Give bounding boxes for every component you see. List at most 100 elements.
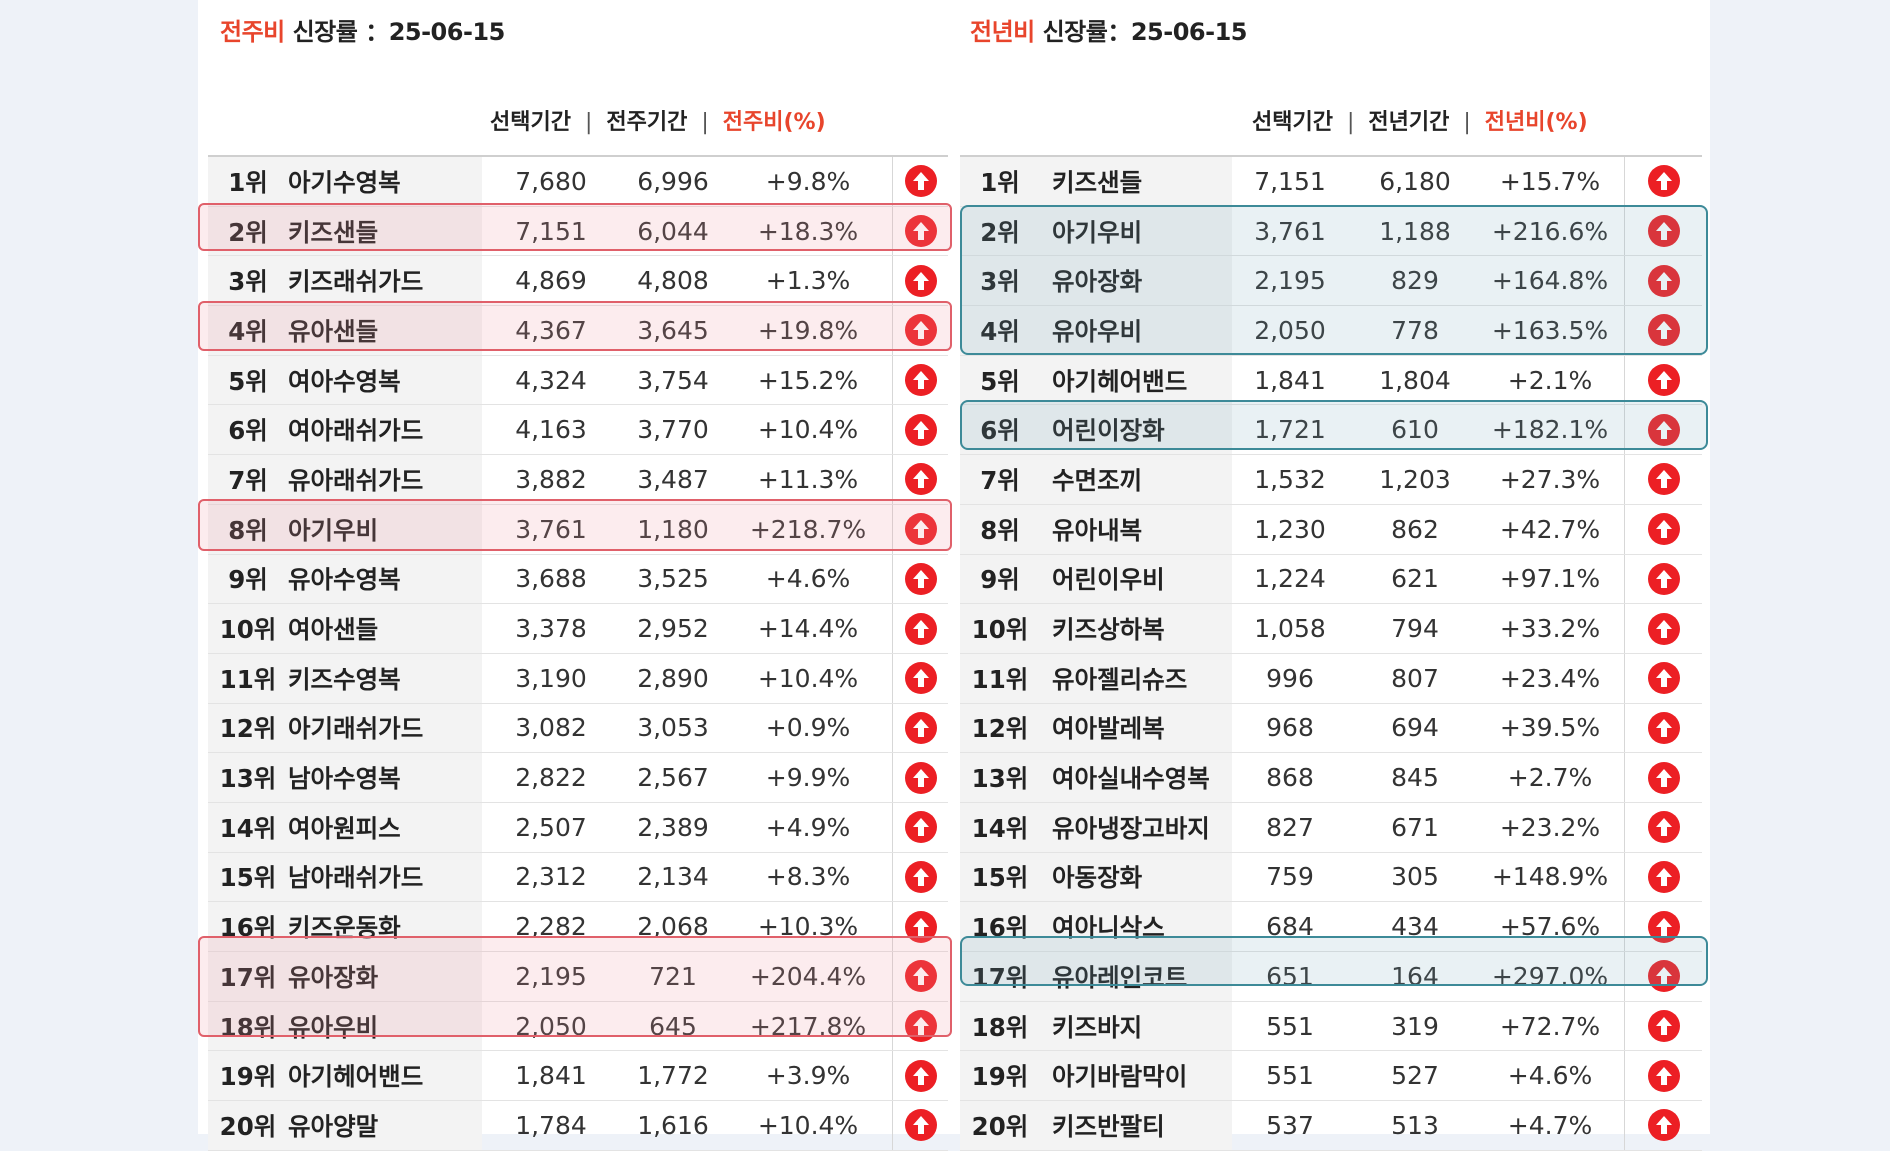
table-row: 15위 아동장화 759 305 +148.9% — [960, 852, 1703, 903]
previous-period-value: 3,053 — [637, 713, 709, 743]
up-arrow-circle-icon[interactable] — [1648, 513, 1680, 546]
rank-cell: 18위 — [219, 1012, 277, 1042]
rank-cell: 19위 — [971, 1062, 1029, 1092]
header-previous-year: 전년기간 — [1368, 110, 1450, 135]
up-arrow-circle-icon[interactable] — [905, 215, 937, 248]
up-arrow-circle-icon[interactable] — [905, 1059, 937, 1092]
rank-cell: 19위 — [219, 1062, 277, 1092]
table-row: 5위 여아수영복 4,324 3,754 +15.2% — [208, 355, 949, 406]
trend-cell — [1624, 1001, 1703, 1051]
up-arrow-circle-icon[interactable] — [905, 612, 937, 645]
previous-period-value: 527 — [1391, 1061, 1439, 1091]
up-arrow-circle-icon[interactable] — [1648, 562, 1680, 595]
keyword-cell: 키즈반팔티 — [1052, 1111, 1165, 1141]
trend-cell — [892, 157, 949, 206]
table-row: 1위 아기수영복 7,680 6,996 +9.8% — [208, 157, 948, 207]
header-previous-period: 전주기간 — [606, 110, 688, 135]
up-arrow-circle-icon[interactable] — [905, 513, 937, 546]
trend-cell — [892, 852, 949, 902]
previous-period-value: 671 — [1391, 812, 1439, 842]
previous-period-value: 319 — [1391, 1011, 1439, 1041]
trend-cell — [892, 355, 949, 405]
up-arrow-circle-icon[interactable] — [1648, 761, 1680, 794]
trend-cell — [1624, 852, 1703, 902]
table-row: 3위 유아장화 2,195 829 +164.8% — [960, 256, 1702, 307]
trend-cell — [1624, 1051, 1703, 1101]
row-label-background — [208, 306, 482, 355]
keyword-cell: 여아원피스 — [288, 813, 401, 843]
rank-cell: 3위 — [980, 267, 1020, 297]
up-arrow-circle-icon[interactable] — [905, 662, 937, 695]
up-arrow-circle-icon[interactable] — [905, 1109, 937, 1142]
rank-cell: 8위 — [980, 515, 1020, 545]
previous-period-value: 1,180 — [637, 514, 709, 544]
previous-period-value: 1,772 — [637, 1061, 709, 1091]
up-arrow-circle-icon[interactable] — [1648, 711, 1680, 744]
up-arrow-circle-icon[interactable] — [1648, 264, 1680, 297]
title-rest: 신장률：25-06-15 — [1034, 18, 1248, 46]
row-label-background — [208, 455, 482, 504]
keyword-cell: 키즈샌들 — [288, 217, 379, 247]
yearly-growth-title: 전년비 신장률：25-06-15 — [970, 12, 1247, 47]
up-arrow-circle-icon[interactable] — [905, 165, 937, 198]
up-arrow-circle-icon[interactable] — [1648, 165, 1680, 198]
keyword-cell: 유아내복 — [1052, 515, 1143, 545]
growth-rate-value: +1.3% — [765, 266, 851, 296]
keyword-cell: 여아샌들 — [288, 615, 379, 645]
trend-cell — [892, 902, 949, 951]
up-arrow-circle-icon[interactable] — [1648, 860, 1680, 893]
up-arrow-circle-icon[interactable] — [905, 960, 937, 993]
growth-rate-value: +11.3% — [757, 464, 859, 494]
trend-cell — [892, 952, 949, 1001]
rank-cell: 15위 — [971, 863, 1029, 893]
table-row: 6위 어린이장화 1,721 610 +182.1% — [960, 405, 1702, 456]
up-arrow-circle-icon[interactable] — [905, 910, 937, 943]
up-arrow-circle-icon[interactable] — [905, 1010, 937, 1043]
up-arrow-circle-icon[interactable] — [905, 463, 937, 496]
rank-cell: 2위 — [980, 217, 1020, 247]
up-arrow-circle-icon[interactable] — [905, 860, 937, 893]
selected-period-value: 3,378 — [515, 614, 587, 644]
growth-rate-value: +8.3% — [765, 862, 851, 892]
up-arrow-circle-icon[interactable] — [1648, 364, 1680, 397]
keyword-cell: 키즈샌들 — [1052, 167, 1143, 197]
previous-period-value: 1,804 — [1379, 365, 1451, 395]
up-arrow-circle-icon[interactable] — [1648, 1059, 1680, 1092]
growth-rate-value: +14.4% — [757, 614, 859, 644]
growth-rate-value: +204.4% — [749, 961, 867, 991]
up-arrow-circle-icon[interactable] — [1648, 612, 1680, 645]
trend-cell — [892, 306, 949, 355]
row-label-background — [960, 653, 1232, 703]
up-arrow-circle-icon[interactable] — [1648, 463, 1680, 496]
previous-period-value: 807 — [1391, 663, 1439, 693]
up-arrow-circle-icon[interactable] — [905, 711, 937, 744]
up-arrow-circle-icon[interactable] — [905, 314, 937, 347]
up-arrow-circle-icon[interactable] — [905, 364, 937, 397]
up-arrow-circle-icon[interactable] — [1648, 215, 1680, 248]
up-arrow-circle-icon[interactable] — [1648, 811, 1680, 844]
up-arrow-circle-icon[interactable] — [1648, 662, 1680, 695]
table-row: 7위 유아래쉬가드 3,882 3,487 +11.3% — [208, 455, 948, 505]
trend-cell — [892, 405, 949, 455]
up-arrow-circle-icon[interactable] — [905, 264, 937, 297]
row-label-background — [208, 753, 482, 802]
up-arrow-circle-icon[interactable] — [1648, 960, 1680, 993]
up-arrow-circle-icon[interactable] — [905, 562, 937, 595]
previous-period-value: 645 — [649, 1011, 697, 1041]
up-arrow-circle-icon[interactable] — [1648, 413, 1680, 446]
keyword-cell: 여아래쉬가드 — [288, 416, 424, 446]
selected-period-value: 827 — [1266, 812, 1314, 842]
row-label-background — [208, 604, 482, 653]
up-arrow-circle-icon[interactable] — [905, 413, 937, 446]
up-arrow-circle-icon[interactable] — [1648, 910, 1680, 943]
growth-rate-value: +0.9% — [765, 713, 851, 743]
up-arrow-circle-icon[interactable] — [1648, 1010, 1680, 1043]
row-label-background — [960, 1001, 1232, 1051]
keyword-cell: 아기헤어밴드 — [1052, 366, 1188, 396]
up-arrow-circle-icon[interactable] — [905, 761, 937, 794]
previous-period-value: 434 — [1391, 912, 1439, 942]
up-arrow-circle-icon[interactable] — [905, 811, 937, 844]
up-arrow-circle-icon[interactable] — [1648, 1109, 1680, 1142]
previous-period-value: 1,616 — [637, 1110, 709, 1140]
up-arrow-circle-icon[interactable] — [1648, 314, 1680, 347]
